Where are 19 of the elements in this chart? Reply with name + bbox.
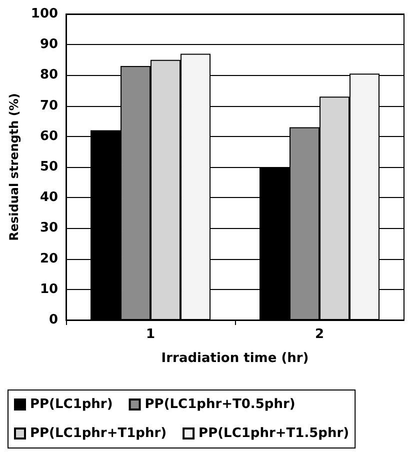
x-tick-label: 2 [314, 327, 324, 342]
y-tick-label: 50 [40, 160, 58, 174]
y-tick-label: 40 [40, 190, 58, 206]
y-tick-label: 0 [48, 312, 58, 328]
y-tick-label: 30 [40, 220, 58, 236]
y-tick-label: 100 [30, 6, 58, 22]
legend-label: PP(LC1phr+T1.5phr) [198, 426, 350, 441]
legend-label: PP(LC1phr+T0.5phr) [144, 397, 296, 412]
y-tick-label: 60 [40, 128, 58, 144]
y-tick-label: 90 [40, 37, 58, 52]
x-tick-label: 1 [146, 327, 156, 342]
legend-label: PP(LC1phr) [30, 397, 113, 412]
y-tick-label: 70 [40, 98, 58, 114]
y-tick-label: 10 [40, 282, 58, 297]
y-tick-label: 20 [40, 251, 58, 266]
y-axis-title: Residual strength (%) [7, 93, 21, 241]
y-tick-label: 80 [40, 68, 58, 83]
x-axis-title: Irradiation time (hr) [161, 351, 309, 366]
legend-label: PP(LC1phr+T1phr) [30, 426, 167, 441]
